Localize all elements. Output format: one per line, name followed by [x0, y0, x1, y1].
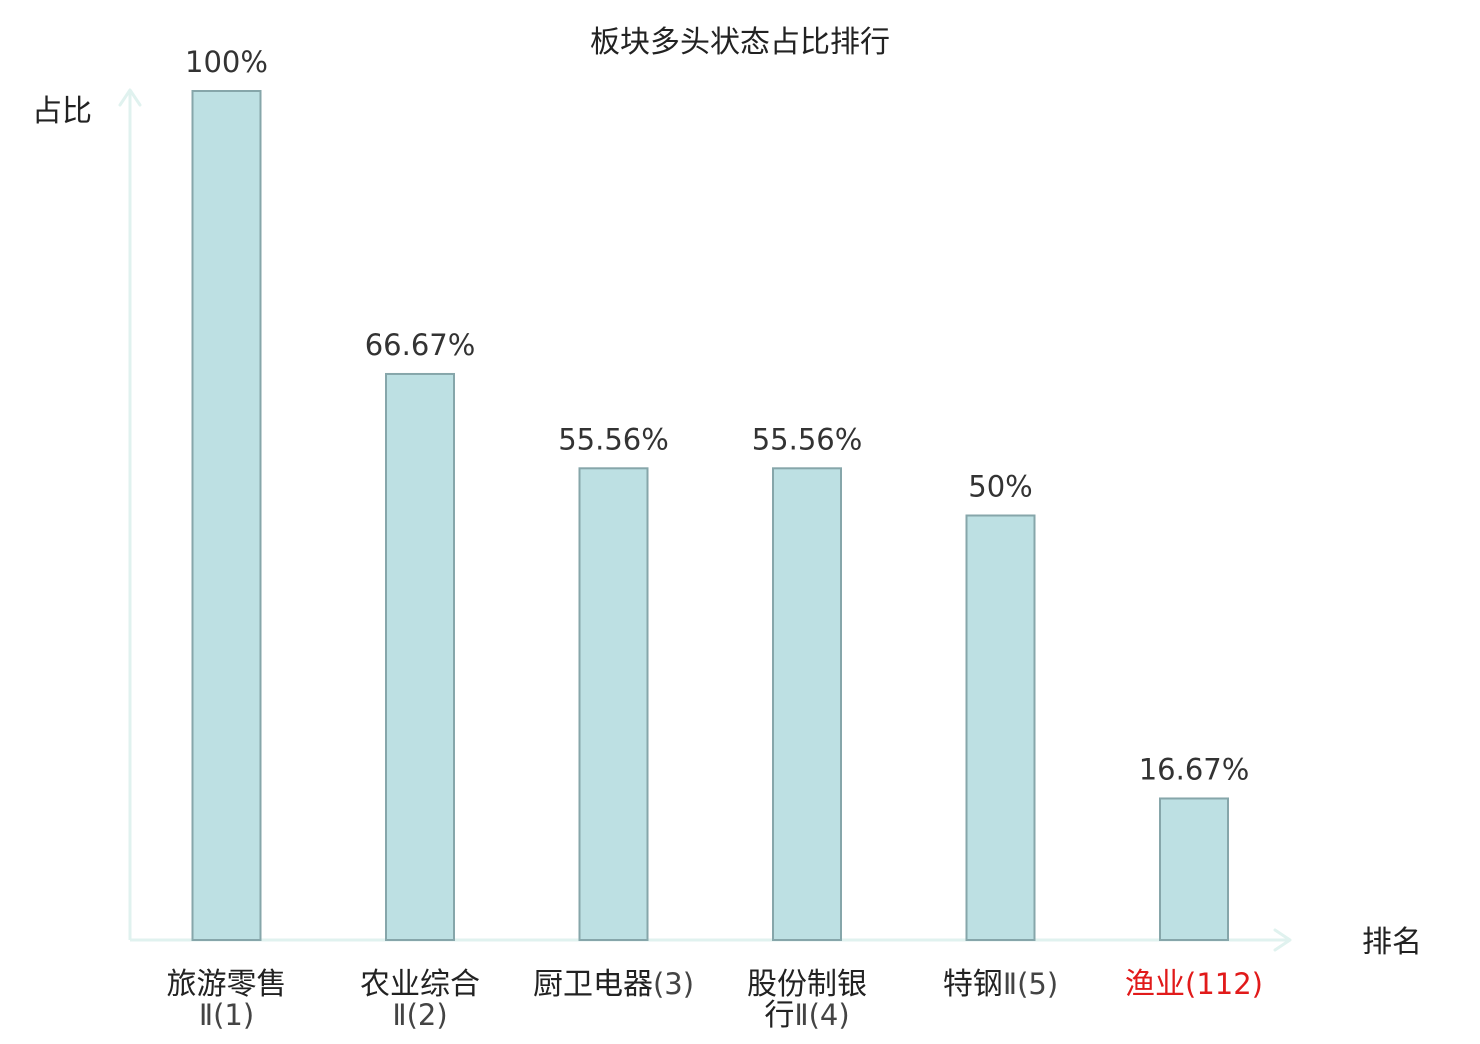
tick-label-text: Ⅱ(2)	[392, 998, 447, 1032]
tick-label-text: 行	[764, 998, 794, 1033]
bar-4	[772, 467, 842, 941]
tick-label-text: Ⅱ(1)	[199, 998, 254, 1032]
tick-label-rank: (112)	[1185, 967, 1263, 1001]
value-label-1: 100%	[185, 45, 268, 79]
tick-label-4-line2: 行Ⅱ(4)	[764, 998, 849, 1033]
tick-label-rank: Ⅱ(5)	[1003, 967, 1058, 1001]
bar-6	[1159, 797, 1229, 941]
tick-label-1-line2: Ⅱ(1)	[199, 998, 254, 1032]
value-label-6: 16.67%	[1139, 752, 1250, 786]
value-label-3: 55.56%	[558, 422, 669, 456]
tick-label-rank: (3)	[653, 967, 694, 1001]
tick-label-3-line1: 厨卫电器(3)	[533, 967, 694, 1002]
bar-3	[578, 467, 649, 941]
x-axis-label: 排名	[1362, 925, 1422, 960]
tick-label-4-line1: 股份制银	[747, 967, 867, 1002]
tick-label-5-line1: 特钢Ⅱ(5)	[943, 967, 1058, 1002]
tick-label-text: 渔业	[1125, 967, 1185, 1002]
bar-1	[191, 90, 262, 941]
tick-label-text: 旅游零售	[167, 967, 287, 1002]
tick-label-2-line2: Ⅱ(2)	[392, 998, 447, 1032]
y-axis-arrow	[118, 88, 142, 107]
tick-label-rank: Ⅱ(4)	[794, 998, 849, 1032]
chart-title: 板块多头状态占比排行	[590, 25, 890, 60]
tick-label-6-line1: 渔业(112)	[1125, 967, 1263, 1002]
value-label-4: 55.56%	[752, 422, 863, 456]
bars	[191, 90, 1229, 942]
tick-label-text: 厨卫电器	[533, 967, 653, 1002]
bar-5	[965, 514, 1036, 941]
tick-label-text: 特钢	[943, 967, 1003, 1002]
bar-2	[385, 372, 455, 942]
value-label-5: 50%	[968, 470, 1032, 504]
value-label-2: 66.67%	[365, 328, 476, 362]
tick-label-2-line1: 农业综合	[360, 967, 480, 1002]
tick-label-text: 农业综合	[360, 967, 480, 1002]
x-axis-arrow	[1273, 928, 1292, 952]
axes	[118, 88, 1292, 952]
tick-label-1-line1: 旅游零售	[167, 967, 287, 1002]
tick-label-text: 股份制银	[747, 967, 867, 1002]
y-axis-label: 占比	[32, 94, 92, 129]
value-labels: 100% 66.67% 55.56% 55.56% 50% 16.67%	[185, 45, 1249, 786]
